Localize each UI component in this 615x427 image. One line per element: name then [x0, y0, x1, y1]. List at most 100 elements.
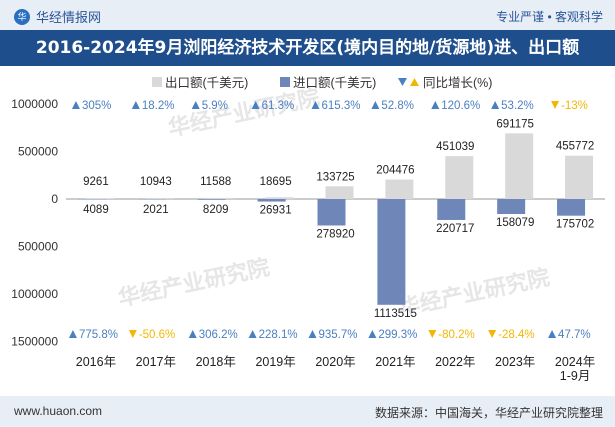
import-bar	[77, 199, 106, 200]
import-value-label: 220717	[436, 223, 474, 235]
growth-down-icon	[551, 101, 560, 109]
export-bar	[565, 155, 594, 199]
x-tick-label: 2024年	[555, 355, 595, 369]
growth-up-icon	[251, 101, 260, 109]
export-value-label: 10943	[140, 176, 172, 188]
growth-up-icon	[248, 330, 257, 338]
growth-up-icon	[548, 330, 557, 338]
import-growth-label: 47.7%	[558, 329, 591, 341]
growth-down-icon	[428, 330, 437, 338]
export-growth-label: -13%	[561, 100, 588, 112]
export-value-label: 9261	[83, 176, 109, 188]
import-growth-label: 299.3%	[378, 329, 417, 341]
legend-label-import: 进口额(千美元)	[293, 76, 376, 90]
x-tick-label: 2017年	[136, 355, 176, 369]
import-growth-label: 228.1%	[259, 329, 298, 341]
import-growth-label: 306.2%	[199, 329, 238, 341]
website-link[interactable]: www.huaon.com	[14, 404, 103, 418]
growth-up-icon	[131, 101, 140, 109]
import-value-label: 26931	[260, 205, 292, 217]
y-tick-label: 0	[51, 192, 58, 206]
import-value-label: 278920	[316, 228, 354, 240]
legend-swatch-import	[280, 77, 290, 87]
watermark-text: 华经产业研究院	[396, 264, 552, 320]
x-tick-label: 2021年	[375, 355, 415, 369]
import-value-label: 175702	[556, 219, 594, 231]
export-value-label: 691175	[496, 118, 534, 130]
export-growth-label: 305%	[82, 100, 111, 112]
watermark-text: 华经产业研究院	[116, 254, 272, 310]
export-growth-label: 61.3%	[262, 100, 295, 112]
export-value-label: 455772	[556, 141, 594, 153]
import-growth-label: 775.8%	[79, 329, 118, 341]
export-growth-label: 615.3%	[322, 100, 361, 112]
growth-up-icon	[188, 330, 197, 338]
import-growth-label: 935.7%	[319, 329, 358, 341]
import-value-label: 2021	[143, 204, 169, 216]
import-bar	[557, 199, 586, 216]
growth-up-icon	[191, 101, 200, 109]
import-bar	[317, 199, 346, 226]
y-tick-label: 1000000	[11, 97, 58, 111]
y-tick-label: 1500000	[11, 335, 58, 349]
import-bar	[257, 199, 286, 202]
x-tick-label: 2018年	[196, 355, 236, 369]
export-bar	[505, 133, 534, 199]
x-tick-label: 2020年	[315, 355, 355, 369]
legend-label-export: 出口额(千美元)	[165, 76, 248, 90]
export-bar	[205, 197, 234, 199]
y-tick-label: 500000	[18, 145, 58, 159]
import-value-label: 1113515	[374, 308, 417, 320]
x-tick-label: 1-9月	[560, 369, 591, 383]
import-bar	[377, 199, 406, 305]
growth-up-icon	[368, 330, 377, 338]
export-bar	[445, 156, 474, 199]
legend-swatch-export	[152, 77, 162, 87]
watermark-text: 华经产业研究院	[166, 84, 322, 140]
tagline: 专业严谨 • 客观科学	[496, 10, 603, 24]
export-bar	[265, 197, 294, 199]
x-tick-label: 2022年	[435, 355, 475, 369]
export-value-label: 18695	[260, 176, 292, 188]
footer: www.huaon.com 数据来源：中国海关，华经产业研究院整理	[0, 396, 615, 427]
growth-up-icon	[71, 101, 80, 109]
x-tick-label: 2016年	[76, 355, 116, 369]
y-tick-label: 1000000	[11, 287, 58, 301]
import-bar	[197, 199, 226, 200]
growth-up-icon	[431, 101, 440, 109]
export-growth-label: 5.9%	[202, 100, 228, 112]
export-value-label: 451039	[436, 141, 474, 153]
brand-name: 华经情报网	[36, 10, 102, 25]
growth-up-icon	[68, 330, 77, 338]
export-growth-label: 18.2%	[142, 100, 175, 112]
export-growth-label: 52.8%	[381, 100, 414, 112]
x-tick-label: 2023年	[495, 355, 535, 369]
import-value-label: 4089	[83, 204, 109, 216]
legend-triangle-up-icon	[398, 78, 407, 86]
chart-title: 2016-2024年9月浏阳经济技术开发区(境内目的地/货源地)进、出口额	[0, 30, 615, 66]
export-bar	[385, 179, 414, 199]
export-growth-label: 53.2%	[501, 100, 534, 112]
growth-down-icon	[128, 330, 137, 338]
export-value-label: 133725	[316, 171, 354, 183]
import-bar	[497, 199, 526, 215]
import-bar	[437, 199, 466, 220]
x-tick-label: 2019年	[255, 355, 295, 369]
legend-label-growth: 同比增长(%)	[423, 75, 492, 90]
brand-logo-icon: 华	[14, 8, 30, 25]
export-bar	[145, 197, 174, 199]
import-growth-label: -28.4%	[498, 329, 534, 341]
export-bar	[325, 186, 354, 199]
legend-triangle-down-icon	[410, 78, 419, 86]
growth-down-icon	[488, 330, 497, 338]
growth-up-icon	[371, 101, 380, 109]
brand: 华 华经情报网	[14, 7, 101, 26]
import-value-label: 158079	[496, 217, 534, 229]
export-bar	[85, 198, 114, 199]
growth-up-icon	[311, 101, 320, 109]
import-bar	[137, 199, 166, 200]
import-growth-label: -50.6%	[139, 329, 175, 341]
data-source: 数据来源：中国海关，华经产业研究院整理	[374, 406, 603, 420]
growth-up-icon	[491, 101, 500, 109]
